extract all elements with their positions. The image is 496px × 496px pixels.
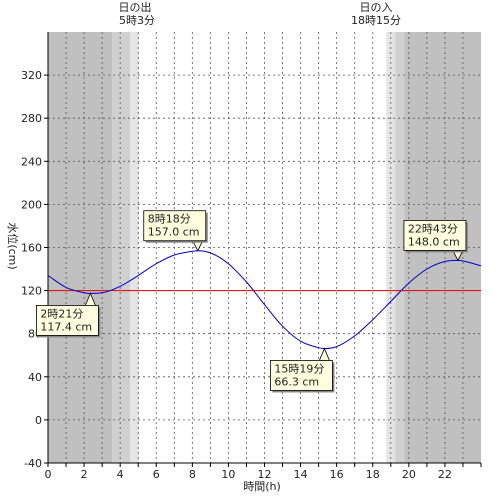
axes-group	[44, 32, 482, 467]
callout-box	[269, 360, 333, 391]
x-tick-label: 16	[330, 468, 344, 481]
x-tick-label: 18	[366, 468, 380, 481]
x-tick-label: 22	[438, 468, 452, 481]
x-tick-label: 6	[153, 468, 160, 481]
grid-lines	[48, 32, 481, 464]
series-line	[47, 250, 482, 350]
callout-time: 8時18分	[148, 213, 191, 226]
callout-value: 117.4 cm	[40, 320, 92, 333]
callout-value: 148.0 cm	[408, 235, 460, 248]
callout-value: 66.3 cm	[274, 375, 319, 388]
sunrise-title: 日の出	[119, 0, 152, 14]
sunrise-time: 5時3分	[119, 14, 155, 27]
y-tick-label: 160	[21, 242, 42, 255]
y-tick-label: 280	[21, 112, 42, 125]
y-tick-label: 320	[21, 69, 42, 82]
callout-time: 2時21分	[40, 307, 83, 320]
callout-value: 157.0 cm	[148, 226, 200, 239]
x-tick-label: 2	[81, 468, 88, 481]
sunset-title: 日の入	[360, 1, 393, 14]
x-axis-title: 時間(h)	[243, 480, 281, 493]
y-axis-title: 水位(cm)	[6, 222, 20, 269]
x-tick-label: 4	[117, 468, 124, 481]
callout-box	[143, 210, 207, 242]
x-tick-label: 0	[45, 468, 52, 481]
x-tick-label: 20	[402, 468, 416, 481]
x-tick-label: 10	[221, 468, 235, 481]
y-tick-label: -40	[24, 457, 42, 470]
y-tick-label: 40	[28, 371, 42, 384]
callout-time: 15時19分	[274, 362, 324, 375]
callout-time: 22時43分	[408, 222, 458, 235]
y-tick-label: 200	[21, 198, 42, 211]
callout-box	[35, 305, 99, 336]
callout-box	[403, 220, 467, 251]
x-tick-label: 12	[258, 468, 272, 481]
series-group	[47, 250, 482, 350]
sunset-label: 日の入 18時15分	[351, 1, 401, 27]
x-tick-label: 14	[294, 468, 308, 481]
x-tick-label: 8	[189, 468, 196, 481]
tick-labels: 0 2 4 6 8 10 12 14 16 18 20 22-40040801201602002402…	[21, 69, 452, 481]
day-band	[139, 32, 387, 463]
y-tick-label: 0	[35, 414, 42, 427]
sunset-time: 18時15分	[351, 14, 401, 27]
sunrise-label: 日の出 5時3分	[119, 0, 156, 27]
y-tick-label: 240	[21, 155, 42, 168]
dawn-band-dark	[112, 32, 131, 463]
y-tick-label: 120	[21, 285, 42, 298]
